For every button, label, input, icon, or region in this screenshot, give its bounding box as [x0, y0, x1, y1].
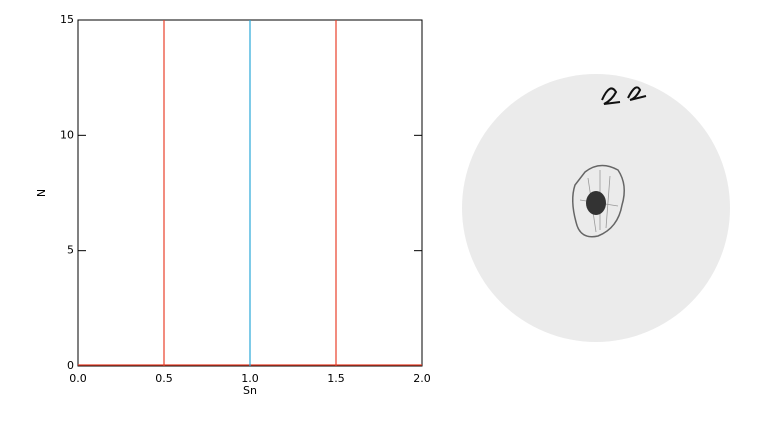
y-tick-label: 10: [60, 128, 74, 141]
handwriting: [601, 86, 647, 105]
x-axis-label: Sn: [243, 384, 257, 397]
y-tick-label: 15: [60, 13, 74, 26]
x-tick-label: 0.5: [155, 372, 173, 385]
x-tick-label: 1.5: [327, 372, 345, 385]
y-tick-label: 5: [67, 244, 74, 257]
x-tick-label: 1.0: [241, 372, 259, 385]
y-axis-label: N: [35, 189, 48, 197]
x-tick-label: 0.0: [69, 372, 87, 385]
sunspot-image: [462, 74, 730, 342]
penumbra: [572, 164, 625, 238]
x-tick-label: 2.0: [413, 372, 431, 385]
y-tick-label: 0: [67, 359, 74, 372]
umbra: [586, 191, 606, 215]
